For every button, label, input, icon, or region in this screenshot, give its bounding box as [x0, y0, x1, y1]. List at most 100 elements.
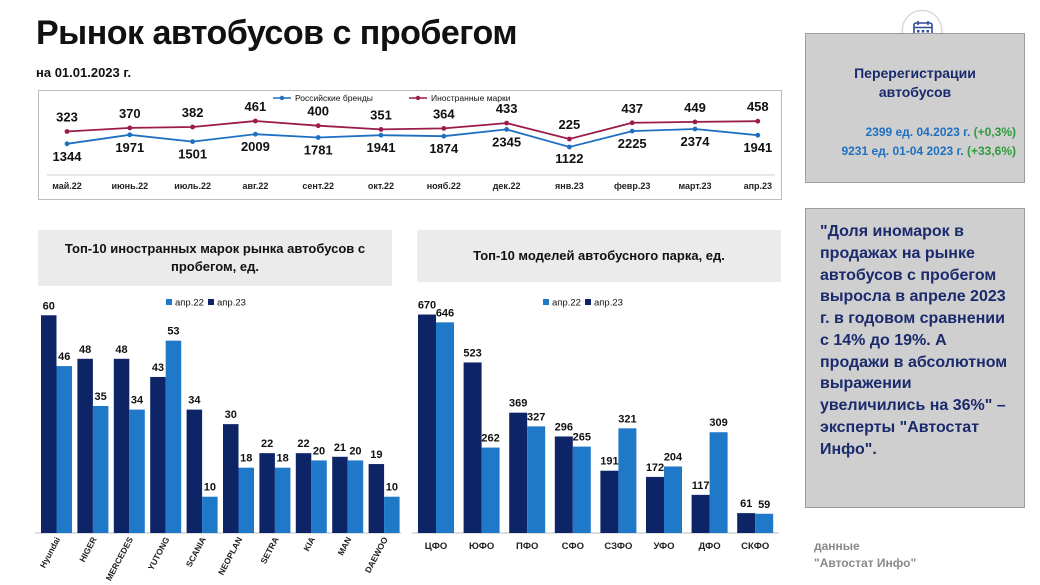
bar-label-Hyundai-apr22: 46 — [58, 351, 70, 363]
bar-legend-swatch-0 — [166, 299, 172, 305]
bar-category-9: DAEWOO — [363, 535, 390, 575]
bar-label-MAN-apr22: 20 — [349, 445, 361, 457]
page-title: Рынок автобусов с пробегом — [36, 14, 517, 52]
line-point-0-11 — [755, 132, 761, 138]
line-point-0-9 — [629, 128, 635, 134]
line-label-foreign-10: 449 — [684, 100, 706, 115]
line-chart-panel: Российские бренды Иностранные марки 323 370… — [38, 90, 782, 200]
bar-label-ПФО-apr22: 327 — [527, 411, 545, 423]
line-label-russian-6: 1874 — [429, 141, 459, 156]
models-chart-title: Топ-10 моделей автобусного парка, ед. — [417, 230, 781, 282]
bar-label-СКФО-apr22: 59 — [758, 499, 770, 511]
reregistration-april-value: 2399 ед. 04.2023 г. — [865, 125, 974, 139]
line-point-1-9 — [629, 120, 635, 126]
bar-УФО-apr22 — [664, 466, 682, 533]
line-label-foreign-0: 323 — [56, 110, 78, 125]
line-point-0-3 — [253, 131, 258, 137]
line-point-1-7 — [504, 120, 509, 126]
line-label-foreign-9: 437 — [621, 101, 643, 116]
line-chart: Российские бренды Иностранные марки 323 370… — [47, 93, 775, 191]
bar-label-KIA-apr22: 20 — [313, 445, 325, 457]
bar-label-СЗФО-apr22: 321 — [618, 413, 636, 425]
bar-MAN-apr22 — [347, 460, 364, 533]
reregistration-april-pct: (+0,3%) — [973, 125, 1016, 139]
line-category-3: авг.22 — [242, 181, 268, 191]
bar-KIA-apr23 — [295, 453, 312, 533]
bar-ЮФО-apr23 — [463, 362, 482, 533]
line-point-1-10 — [692, 119, 698, 125]
bar-category-0: Hyundai — [38, 535, 63, 569]
line-label-foreign-6: 364 — [433, 106, 455, 121]
foreign-brands-chart-title: Топ-10 иностранных марок рынка автобусов… — [38, 230, 392, 286]
bar-SETRA-apr22 — [274, 467, 291, 533]
bar-label-NEOPLAN-apr23: 30 — [225, 409, 237, 421]
bar-category-5: NEOPLAN — [216, 535, 244, 576]
line-label-russian-4: 1781 — [304, 143, 333, 158]
bar-ЦФО-apr22 — [436, 322, 454, 533]
bar-label-HIGER-apr22: 35 — [95, 391, 107, 403]
line-label-foreign-11: 458 — [747, 99, 769, 114]
bar-label-ЮФО-apr22: 262 — [481, 433, 499, 445]
legend-label-0: Российские бренды — [295, 93, 373, 103]
bar-SCANIA-apr23 — [186, 409, 203, 533]
bar-DAEWOO-apr22 — [384, 496, 400, 533]
line-label-russian-1: 1971 — [115, 140, 144, 155]
line-label-foreign-7: 433 — [496, 101, 518, 116]
line-point-0-5 — [378, 132, 384, 138]
line-point-1-6 — [441, 126, 447, 131]
line-label-russian-7: 2345 — [492, 134, 521, 149]
bar-category-6: SETRA — [258, 535, 280, 565]
bar-category-4: SCANIA — [184, 535, 208, 568]
bar-category-6: ДФО — [699, 541, 721, 552]
line-point-0-8 — [567, 144, 572, 150]
line-point-1-4 — [315, 123, 321, 129]
bar-label-УФО-apr22: 204 — [664, 451, 683, 463]
bar-ЮФО-apr22 — [481, 447, 500, 533]
bar-label-Hyundai-apr23: 60 — [43, 300, 55, 312]
bar-label-MERCEDES-apr22: 34 — [131, 395, 144, 407]
bar-label-ЦФО-apr22: 646 — [436, 307, 454, 319]
bar-category-2: ПФО — [516, 541, 538, 552]
bar-label-HIGER-apr23: 48 — [79, 344, 91, 356]
line-point-0-7 — [504, 127, 509, 132]
reregistration-box: Перерегистрации автобусов 2399 ед. 04.20… — [805, 33, 1025, 183]
source-note: данные "Автостат Инфо" — [814, 538, 916, 572]
bar-label-KIA-apr23: 22 — [297, 438, 309, 450]
foreign-brands-bar-chart: апр.22 апр.23 60 46 Hyundai 48 35 HIGER 48 34 MERC… — [35, 298, 401, 582]
bar-СЗФО-apr22 — [618, 428, 637, 533]
bar-legend-swatch-1 — [585, 299, 591, 305]
line-series-1 — [66, 120, 758, 140]
source-line1: данные — [814, 539, 860, 553]
bar-label-YUTONG-apr22: 53 — [167, 326, 179, 338]
line-category-11: апр.23 — [744, 181, 772, 191]
line-category-8: янв.23 — [555, 181, 584, 191]
bar-SCANIA-apr22 — [202, 496, 218, 533]
legend-marker-0 — [279, 95, 285, 101]
bar-СКФО-apr22 — [755, 513, 774, 533]
bar-label-YUTONG-apr23: 43 — [152, 362, 164, 374]
bar-label-SETRA-apr23: 22 — [261, 438, 273, 450]
line-category-9: февр.23 — [614, 181, 650, 191]
bar-SETRA-apr23 — [259, 453, 275, 533]
bar-MERCEDES-apr22 — [129, 409, 145, 533]
line-label-foreign-2: 382 — [182, 105, 204, 120]
line-category-10: март.23 — [678, 181, 711, 191]
bar-label-SETRA-apr22: 18 — [277, 453, 289, 465]
reregistration-title: Перерегистрации автобусов — [806, 64, 1024, 102]
bar-label-SCANIA-apr23: 34 — [188, 395, 201, 407]
bar-label-ДФО-apr23: 117 — [692, 480, 710, 492]
reregistration-ytd-pct: (+33,6%) — [966, 144, 1016, 158]
bar-label-СФО-apr22: 265 — [573, 432, 591, 444]
bar-Hyundai-apr23 — [41, 315, 57, 533]
bar-ПФО-apr23 — [509, 412, 528, 533]
line-category-1: июнь.22 — [111, 181, 148, 191]
line-category-0: май.22 — [52, 181, 82, 191]
bar-legend-swatch-1 — [208, 299, 214, 305]
line-label-foreign-3: 461 — [245, 99, 267, 114]
bar-label-DAEWOO-apr23: 19 — [370, 449, 382, 461]
line-label-russian-11: 1941 — [743, 140, 772, 155]
bar-NEOPLAN-apr22 — [238, 467, 254, 533]
bar-category-4: СЗФО — [604, 541, 632, 552]
reregistration-ytd-value: 9231 ед. 01-04 2023 г. — [841, 144, 967, 158]
reregistration-title-line1: Перерегистрации — [854, 65, 976, 81]
